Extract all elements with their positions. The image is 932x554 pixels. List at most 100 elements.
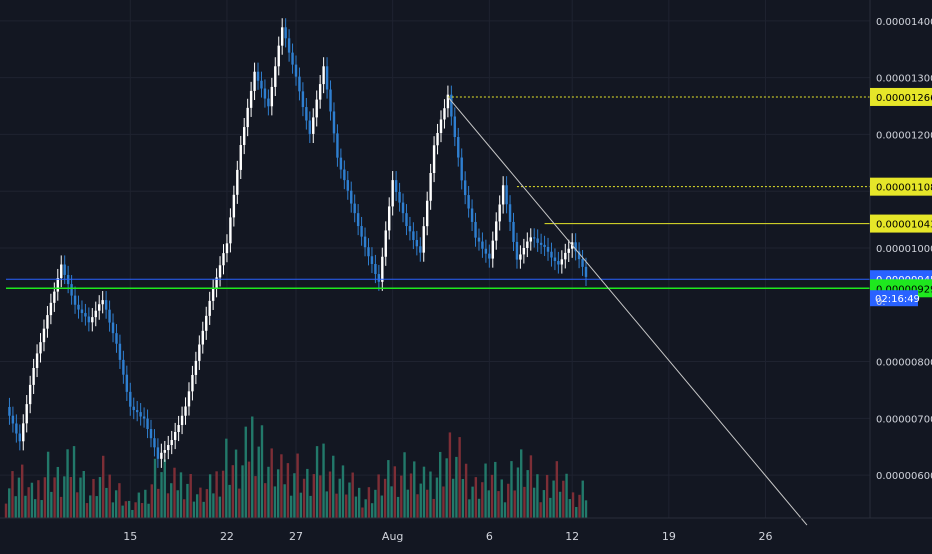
y-tick-label: 0.00001200 <box>876 130 932 141</box>
volume-bar <box>72 446 76 518</box>
volume-bar <box>37 480 40 518</box>
volume-bar <box>315 446 319 518</box>
candle-body <box>15 423 18 434</box>
candle-body <box>346 180 349 191</box>
volume-bar <box>270 448 273 518</box>
candle-body <box>484 248 488 254</box>
volume-bar <box>383 478 387 518</box>
candle-body <box>533 237 536 239</box>
candle-body <box>49 302 53 316</box>
volume-bar <box>406 489 409 518</box>
candle-body <box>488 253 491 259</box>
candle-body <box>298 76 301 92</box>
volume-bar <box>516 467 520 518</box>
candle-body <box>539 242 543 245</box>
candle-body <box>443 108 446 120</box>
volume-bar <box>429 471 432 518</box>
volume-bar <box>8 488 11 518</box>
volume-bar <box>351 472 354 518</box>
volume-bar <box>257 446 260 518</box>
candle-body <box>567 248 570 253</box>
candle-body <box>584 266 588 277</box>
volume-bar <box>507 483 510 518</box>
volume-bar <box>464 463 468 518</box>
volume-bar <box>568 499 571 518</box>
volume-bar <box>108 474 111 518</box>
volume-bar <box>59 496 63 518</box>
candle-body <box>191 374 194 392</box>
candle-body <box>156 447 160 459</box>
candle-body <box>543 244 546 247</box>
candle-body <box>125 374 129 392</box>
volume-bar <box>526 470 529 518</box>
candle-body <box>225 243 229 254</box>
candle-body <box>98 304 101 311</box>
volume-bar <box>510 461 513 518</box>
volume-bar <box>21 464 24 518</box>
candle-body <box>11 415 15 424</box>
volume-bar <box>166 493 170 518</box>
candle-body <box>284 27 287 39</box>
candle-body <box>522 247 526 255</box>
volume-bar <box>562 480 565 518</box>
y-tick-label: 0.00000600 <box>876 471 932 482</box>
volume-bar <box>121 505 124 518</box>
volume-bar <box>523 486 526 518</box>
volume-bar <box>46 451 50 518</box>
candle-body <box>398 191 401 203</box>
candle-body <box>53 291 56 303</box>
x-tick-label: 15 <box>123 530 137 543</box>
volume-bar <box>584 500 588 518</box>
volume-bar <box>280 454 283 518</box>
candle-body <box>280 27 284 46</box>
volume-bar <box>293 473 296 518</box>
volume-bar <box>283 484 286 518</box>
volume-bar <box>374 489 377 518</box>
candle-body <box>32 367 35 385</box>
volume-bar <box>565 473 568 518</box>
candle-body <box>505 185 508 205</box>
candle-body <box>370 256 374 264</box>
candle-body <box>343 169 346 181</box>
candle-body <box>377 274 381 282</box>
candle-body <box>211 288 215 301</box>
candle-body <box>163 450 167 453</box>
volume-bar <box>299 492 303 518</box>
candle-body <box>429 173 432 201</box>
candle-body <box>360 226 363 237</box>
candle-body <box>439 119 443 134</box>
volume-bar <box>244 426 247 518</box>
volume-bar <box>95 496 98 518</box>
volume-bar <box>251 416 254 518</box>
volume-bar <box>416 494 419 518</box>
candle-body <box>450 94 453 117</box>
price-tag-label: 0.00001043 <box>876 220 932 231</box>
volume-bar <box>134 502 137 518</box>
volume-bar <box>218 496 222 518</box>
candle-body <box>101 300 104 305</box>
volume-bar <box>189 474 192 518</box>
volume-bar <box>354 496 358 518</box>
candle-body <box>581 259 584 267</box>
candle-body <box>546 246 550 252</box>
candle-body <box>477 237 481 242</box>
candle-body <box>267 98 270 107</box>
candle-body <box>367 247 370 257</box>
volume-bar <box>426 489 429 518</box>
volume-bar <box>160 472 163 518</box>
volume-bar <box>11 471 14 518</box>
candle-body <box>363 236 367 248</box>
candle-body <box>315 99 318 118</box>
candle-body <box>415 239 419 247</box>
candle-body <box>519 254 522 260</box>
candle-body <box>236 169 239 195</box>
volume-bar <box>170 483 173 518</box>
candle-body <box>135 410 139 413</box>
volume-bar <box>409 473 413 518</box>
candle-body <box>184 406 187 416</box>
x-tick-label: 19 <box>662 530 676 543</box>
candle-body <box>564 252 567 260</box>
countdown-tag <box>870 290 918 307</box>
